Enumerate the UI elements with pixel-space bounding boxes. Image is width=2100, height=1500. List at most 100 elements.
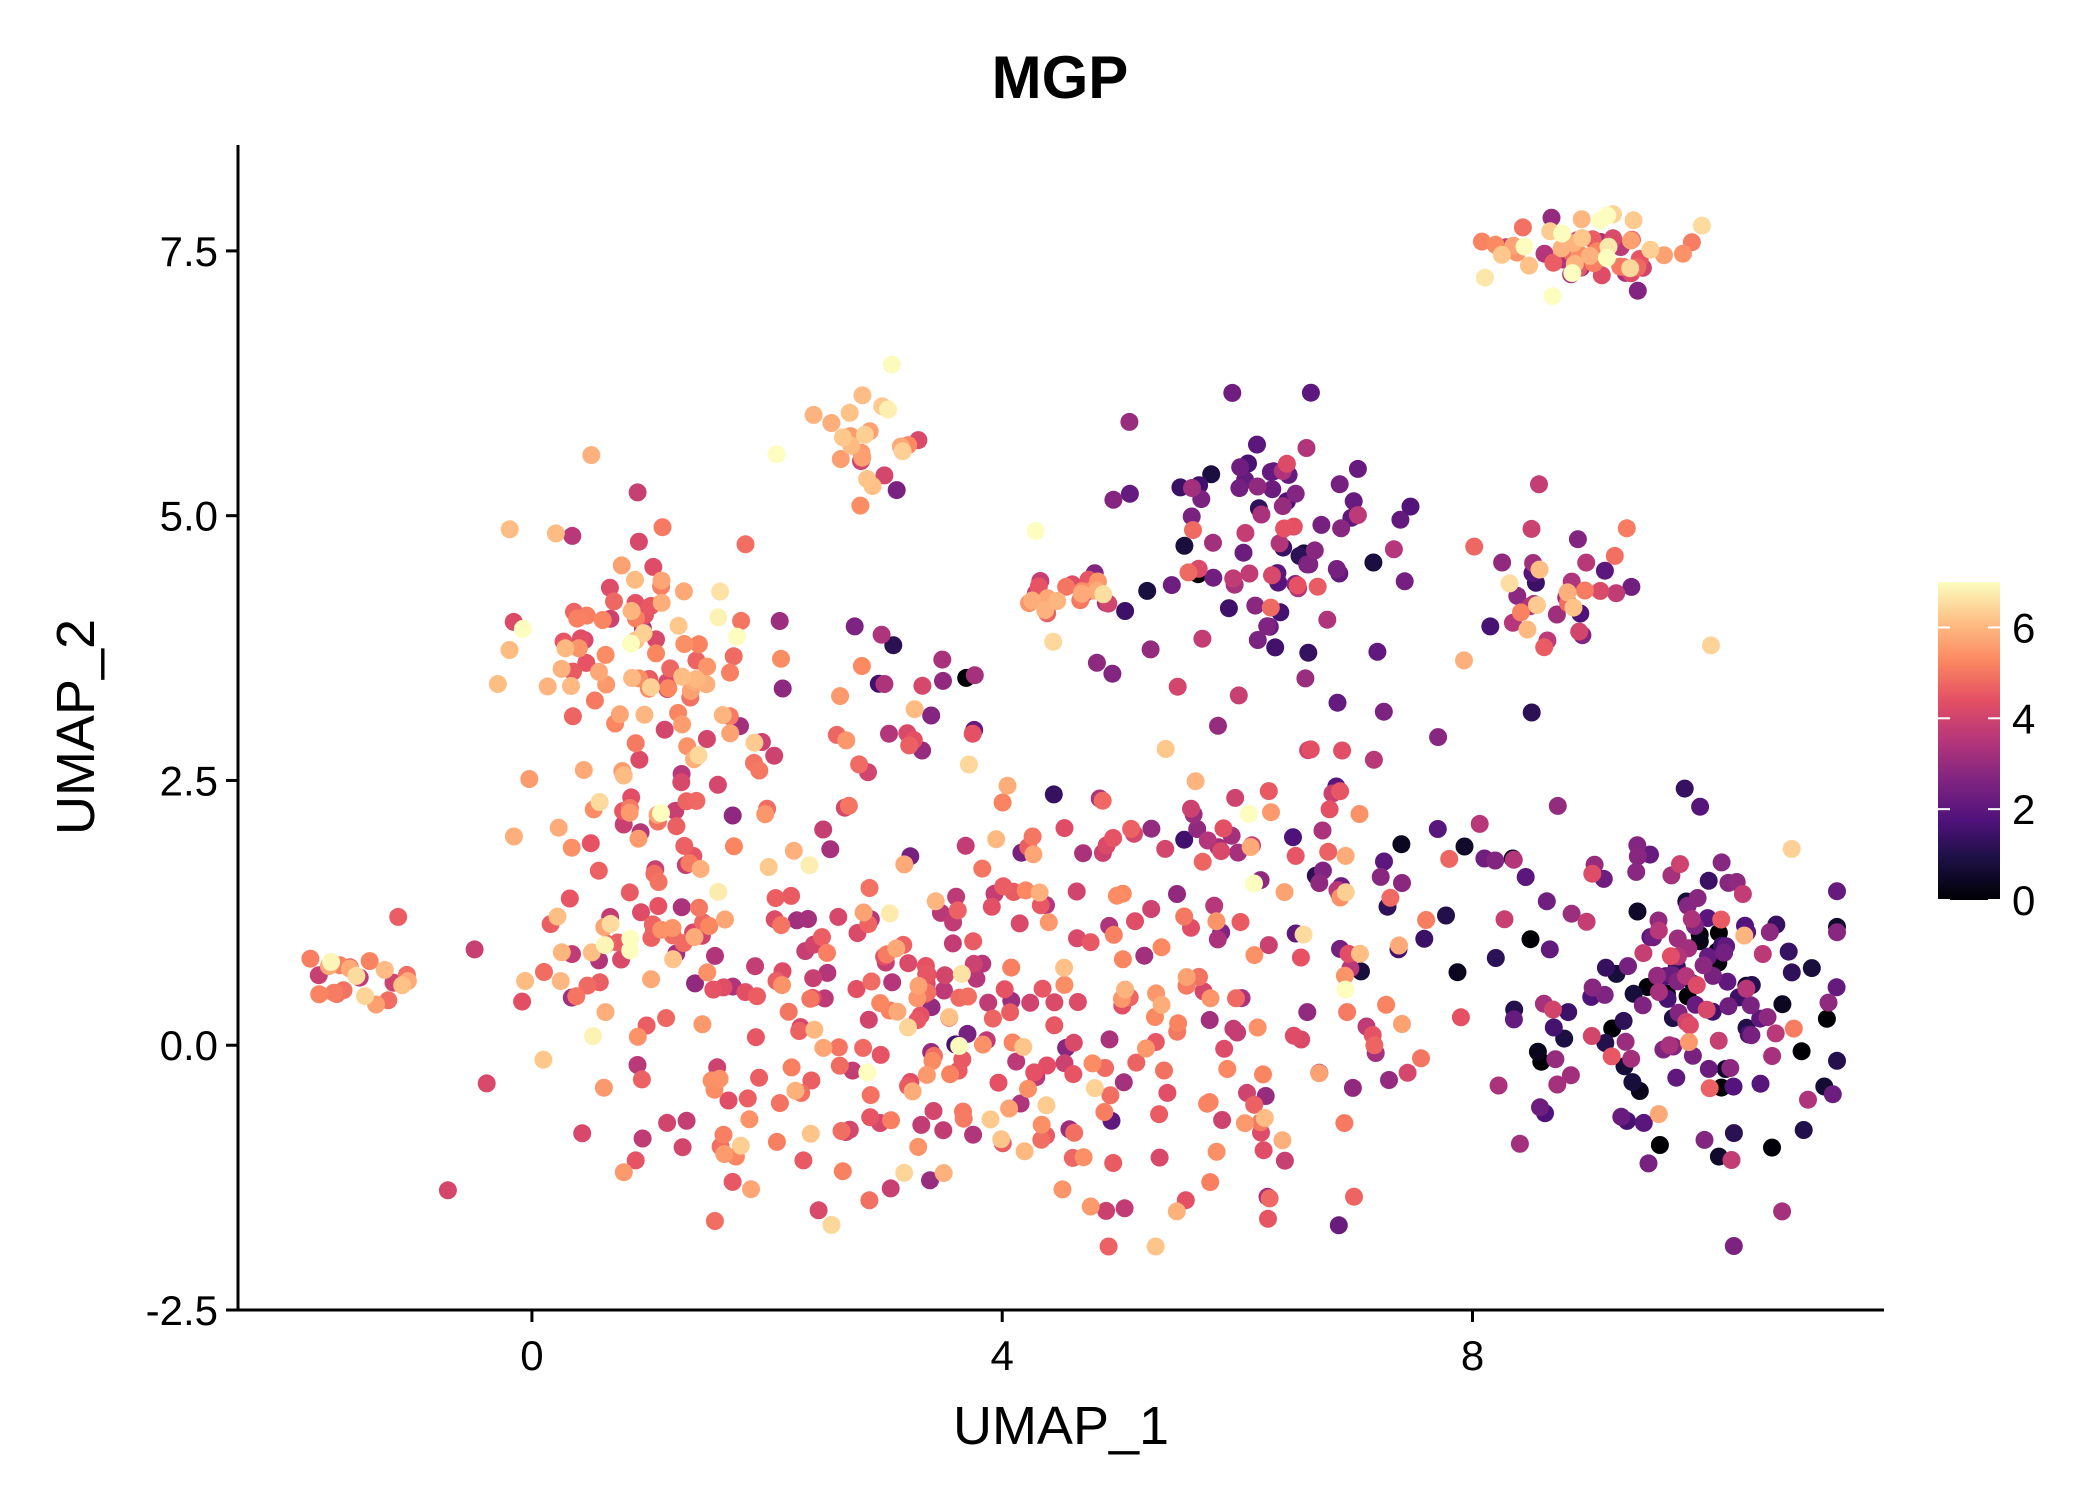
cell-point [1486,851,1505,870]
cell-point [840,403,859,422]
cell-point [389,907,408,926]
cell-point [1828,1051,1846,1070]
cell-point [535,963,553,981]
cell-point [1055,819,1074,838]
cell-point [1286,846,1305,865]
cell-point [1673,244,1692,263]
cell-point [1286,484,1305,503]
cell-point [1156,839,1175,858]
cell-point [620,883,639,902]
cell-point [832,1122,851,1140]
cell-point [1202,465,1221,484]
cell-point [628,1027,647,1046]
cell-point [1301,383,1320,402]
cell-point [601,914,620,933]
cell-point [1794,1121,1813,1139]
cell-point [1259,1209,1277,1228]
cell-point [742,1180,760,1199]
cell-point [1294,925,1313,944]
cell-point [1675,779,1694,798]
cell-point [1572,210,1591,229]
cell-point [568,609,587,628]
cell-point [632,903,650,922]
cell-point [1671,855,1689,874]
cell-point [1300,555,1319,574]
cell-point [1291,948,1310,967]
cell-point [1530,560,1549,579]
cell-point [1297,439,1316,457]
cell-point [1390,936,1408,955]
cell-point [745,733,764,752]
cell-point [652,593,671,612]
cell-point [500,641,519,659]
cell-point [1395,572,1414,591]
cell-point [1146,1237,1165,1256]
cell-point [995,980,1014,999]
cell-point [1032,1115,1051,1134]
cell-point [1127,1053,1146,1072]
cell-point [1320,800,1339,819]
cell-point [964,954,983,973]
cell-point [899,954,918,973]
cell-point [881,1179,900,1198]
cell-point [1623,1073,1642,1092]
cell-point [375,960,394,979]
cell-point [1087,653,1106,672]
cell-point [905,700,924,719]
cell-point [1074,1148,1093,1167]
cell-point [1207,912,1226,931]
cell-point [1495,910,1514,929]
cell-point [1528,596,1546,615]
cell-point [1263,566,1281,585]
cell-point [438,1181,457,1200]
cell-point [981,1110,1000,1129]
cell-point [790,1022,809,1040]
cell-point [1649,921,1668,940]
cell-point [585,691,604,710]
cell-point [973,859,992,878]
cell-point [1204,533,1222,552]
cell-point [731,1136,750,1155]
cell-point [356,987,374,1006]
cell-point [900,736,919,755]
cell-point [1546,1050,1565,1069]
cell-point [1057,577,1076,596]
cell-point [1742,1026,1761,1045]
cell-point [1138,581,1157,600]
cell-point [1348,506,1367,525]
cell-point [1183,479,1201,497]
cell-point [1100,1030,1119,1049]
cell-point [993,793,1012,812]
cell-point [1245,1095,1264,1114]
cell-point [711,582,730,601]
cell-point [582,943,601,962]
cell-point [1156,740,1175,758]
cell-point [1064,1033,1083,1052]
cell-point [673,1138,692,1157]
cell-point [1595,561,1614,580]
cell-point [1493,553,1512,572]
cell-point [1563,264,1582,283]
cell-point [779,1002,798,1021]
cell-point [1792,1042,1811,1061]
cell-point [630,750,649,769]
cell-point [584,1027,602,1046]
cell-point [1597,248,1616,267]
cell-point [903,1082,922,1101]
cell-point [750,1068,769,1087]
y-axis-title: UMAP_2 [46,619,106,835]
cell-point [1683,1046,1702,1065]
cell-point [551,972,570,991]
cell-point [614,766,633,785]
cell-point [623,669,642,687]
cell-point [1371,867,1390,886]
cell-point [853,448,872,467]
x-axis-title: UMAP_1 [953,1396,1169,1456]
cell-point [567,987,586,1006]
colorbar-gradient [1938,582,2000,900]
cell-point [1245,874,1263,893]
cell-point [1015,1142,1034,1161]
cell-point [1374,702,1393,721]
cell-point [1219,599,1238,618]
